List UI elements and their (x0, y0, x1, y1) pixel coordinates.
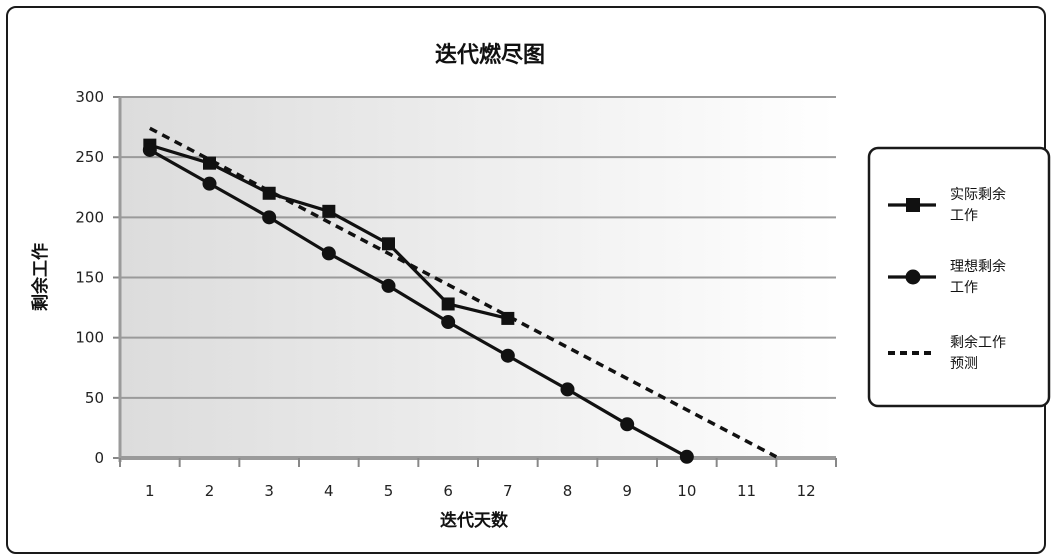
legend-marker-circle (905, 269, 921, 285)
data-point-circle (560, 382, 575, 397)
y-axis-title: 剩余工作 (30, 243, 51, 311)
x-tick-label: 6 (443, 482, 453, 500)
x-tick-label: 4 (324, 482, 334, 500)
x-tick-label: 2 (205, 482, 215, 500)
y-tick-label: 200 (75, 208, 104, 226)
x-tick-label: 7 (503, 482, 513, 500)
data-point-circle (500, 348, 515, 363)
legend-box (867, 146, 1051, 408)
y-tick-label: 0 (94, 449, 104, 467)
data-point-square (501, 311, 515, 325)
x-axis-title: 迭代天数 (440, 510, 509, 531)
x-tick-label: 11 (737, 482, 756, 500)
x-tick-label: 10 (677, 482, 696, 500)
y-tick-label: 150 (75, 269, 104, 287)
data-point-circle (321, 246, 336, 261)
legend-label: 理想剩余 (950, 258, 1006, 275)
data-point-circle (620, 417, 635, 432)
data-point-square (441, 297, 455, 311)
data-point-circle (441, 315, 456, 330)
x-tick-label: 8 (563, 482, 573, 500)
data-point-circle (381, 278, 396, 293)
series-line-3 (149, 126, 778, 459)
data-point-circle (202, 176, 217, 191)
y-tick-label: 300 (75, 88, 104, 106)
chart-title: 迭代燃尽图 (435, 42, 545, 68)
data-point-circle (679, 449, 694, 464)
x-tick-label: 1 (145, 482, 155, 500)
data-point-circle (142, 142, 157, 157)
legend-label: 剩余工作 (950, 334, 1006, 351)
legend-label: 实际剩余 (950, 186, 1006, 203)
y-tick-label: 50 (85, 389, 104, 407)
y-tick-label: 250 (75, 148, 104, 166)
x-tick-label: 3 (264, 482, 274, 500)
data-point-circle (262, 210, 277, 225)
y-tick-label: 100 (75, 329, 104, 347)
x-tick-label: 9 (622, 482, 632, 500)
series-line-2 (149, 148, 688, 459)
legend-marker-square (906, 198, 920, 212)
x-tick-label: 5 (384, 482, 394, 500)
legend-label: 工作 (950, 280, 978, 296)
x-tick-label: 12 (797, 482, 816, 500)
legend-label: 工作 (950, 208, 978, 224)
data-point-square (382, 237, 395, 251)
data-point-square (322, 204, 336, 218)
legend-label: 预测 (950, 356, 978, 372)
